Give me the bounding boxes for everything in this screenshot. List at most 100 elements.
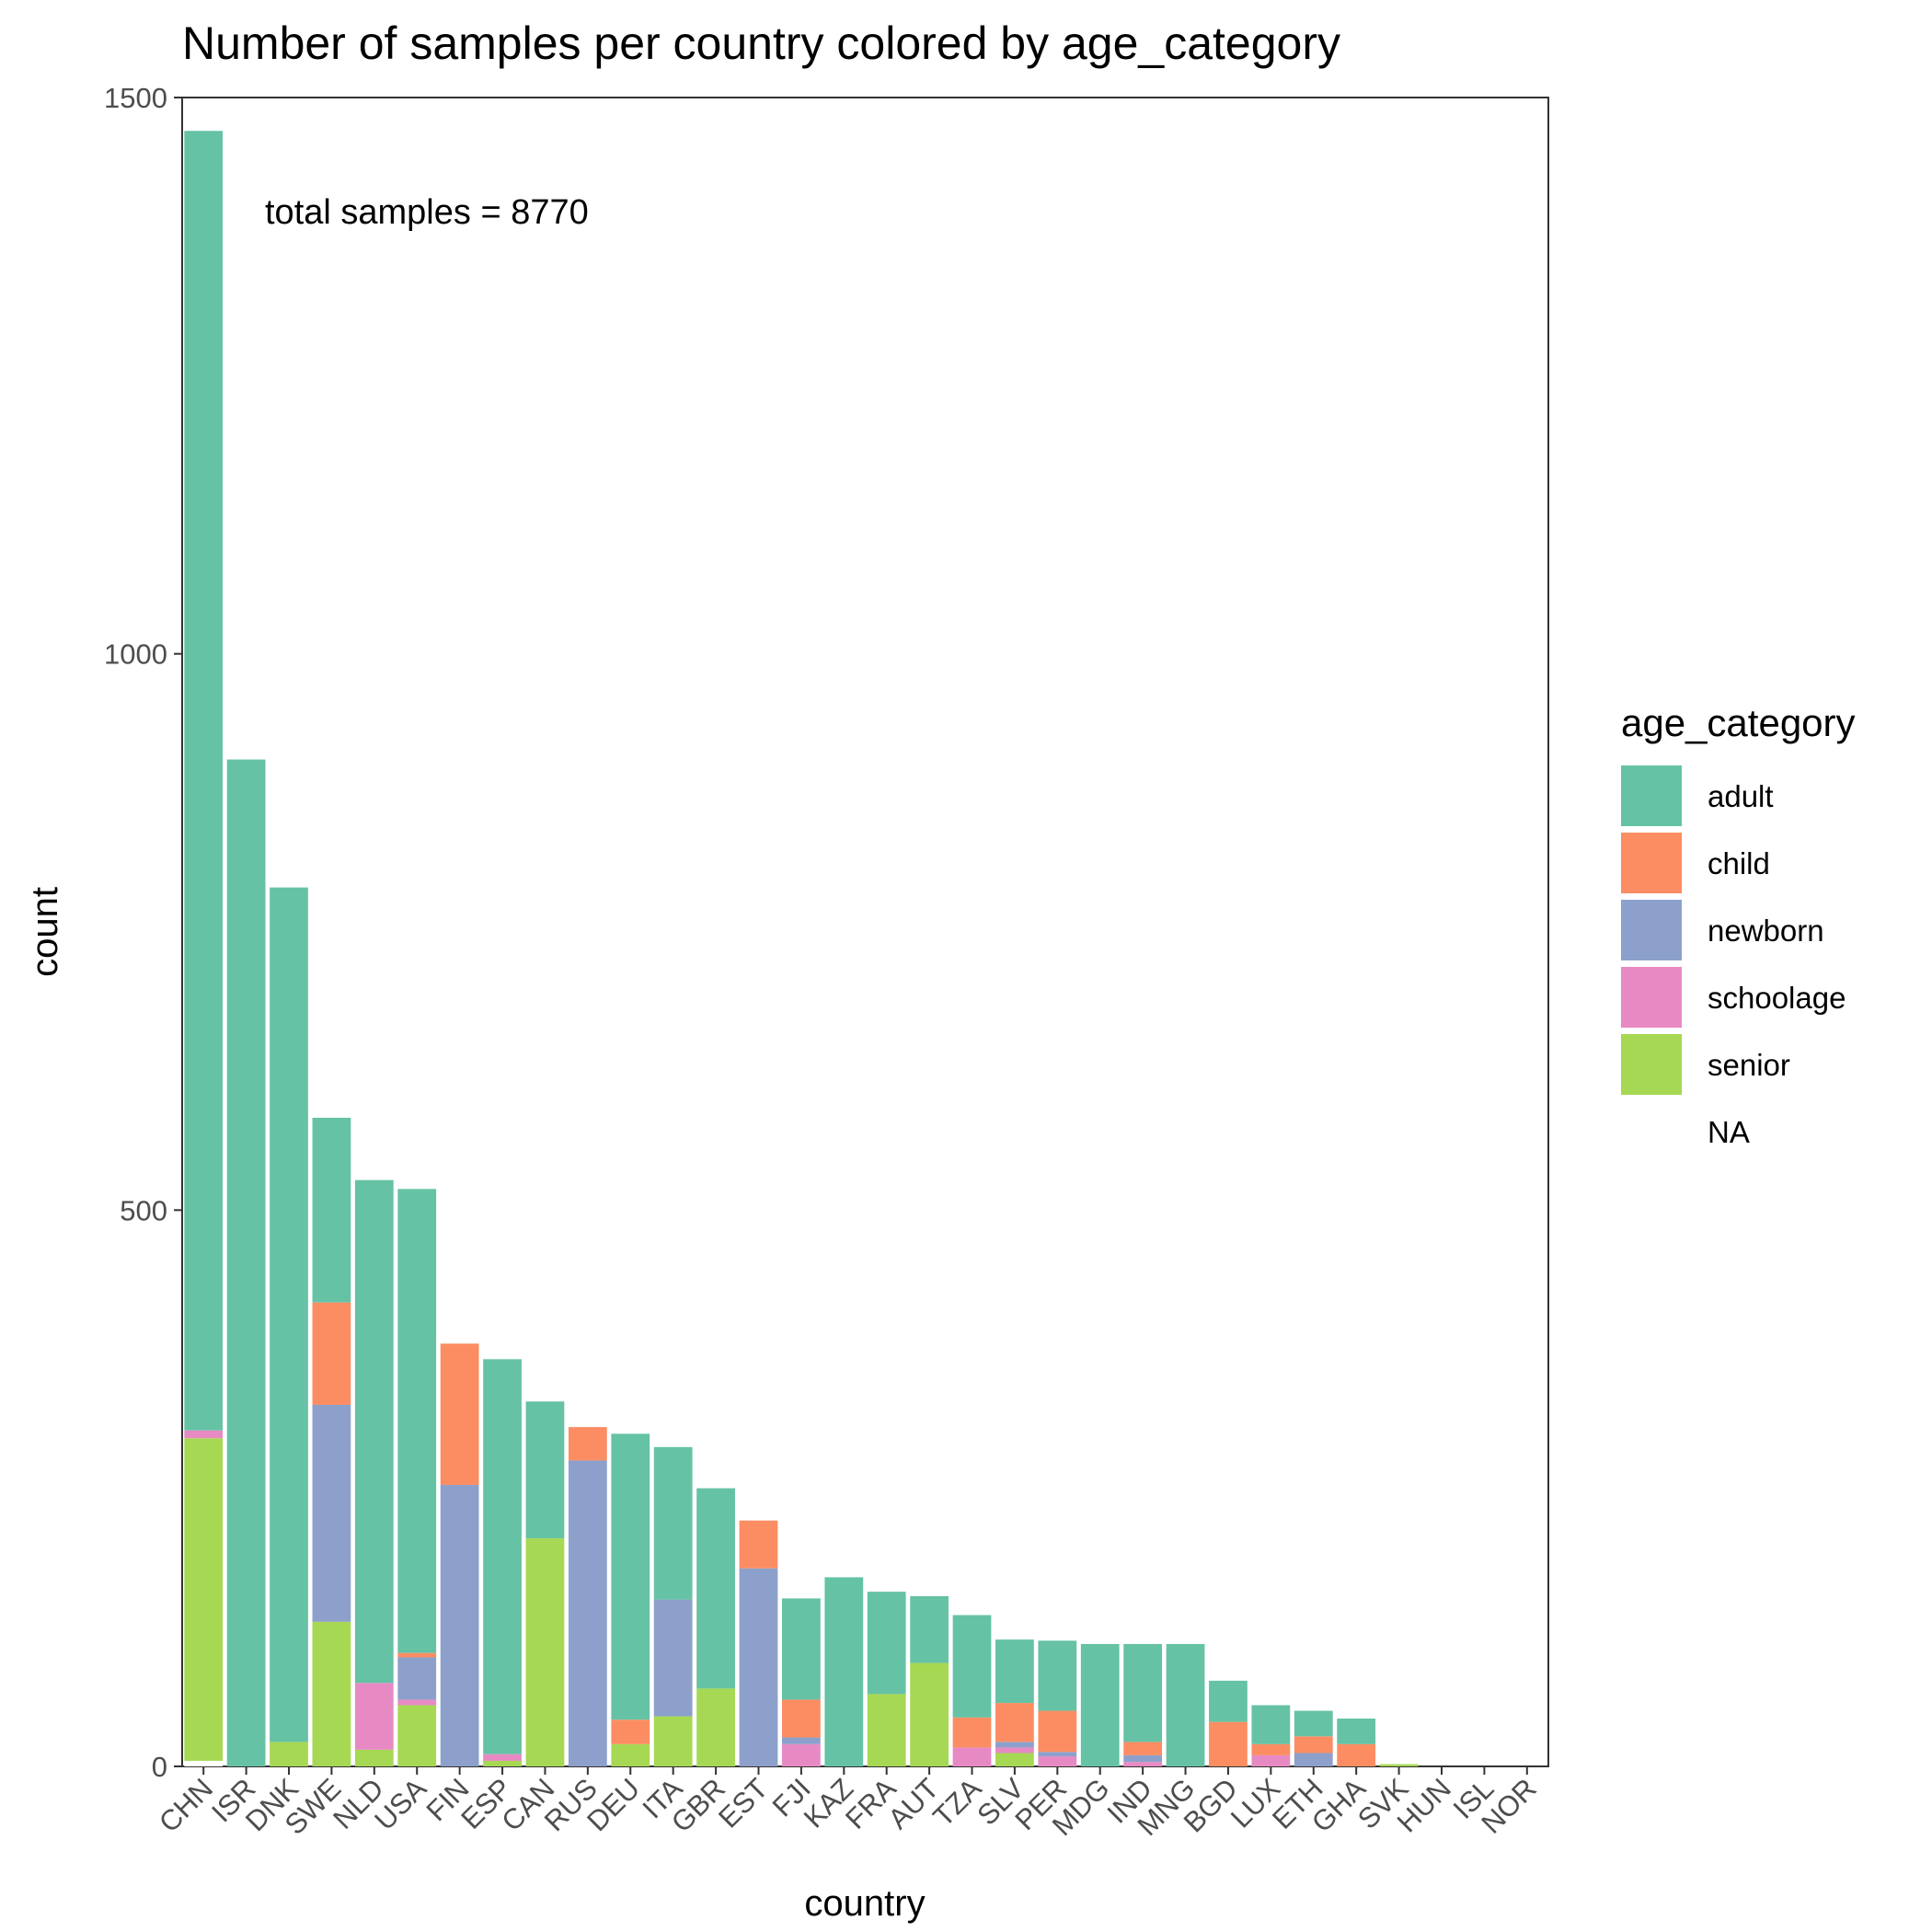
- bar-segment-esp-adult: [483, 1359, 522, 1754]
- bar-segment-svk-senior: [1379, 1764, 1419, 1766]
- legend-title: age_category: [1621, 701, 1856, 744]
- y-axis-title: count: [25, 887, 65, 977]
- legend-label-schoolage: schoolage: [1708, 981, 1846, 1015]
- bar-segment-swe-child: [312, 1302, 351, 1405]
- y-tick-label: 1500: [104, 82, 167, 114]
- bar-segment-ita-newborn: [653, 1599, 693, 1717]
- bar-segment-gbr-adult: [696, 1488, 735, 1689]
- x-tick-label-est: EST: [712, 1772, 774, 1834]
- legend-key-na: [1621, 1101, 1682, 1162]
- bar-segment-tza-schoolage: [952, 1747, 992, 1766]
- bar-segment-gha-child: [1337, 1743, 1376, 1766]
- legend-label-child: child: [1708, 846, 1770, 880]
- legend-key-newborn: [1621, 900, 1682, 960]
- bar-segment-mng-adult: [1166, 1643, 1205, 1766]
- bar-segment-slv-newborn: [995, 1742, 1034, 1748]
- bar-segment-slv-senior: [995, 1753, 1034, 1766]
- bar-segment-slv-adult: [995, 1639, 1034, 1704]
- bar-segment-can-adult: [525, 1401, 565, 1539]
- bar-segment-tza-child: [952, 1717, 992, 1748]
- bar-segment-chn-adult: [184, 131, 224, 1431]
- bar-segment-ita-senior: [653, 1716, 693, 1766]
- legend-key-child: [1621, 833, 1682, 893]
- bar-segment-swe-newborn: [312, 1404, 351, 1622]
- bar-segment-nld-senior: [354, 1749, 394, 1766]
- bar-segment-swe-senior: [312, 1621, 351, 1766]
- bar-segment-kaz-adult: [824, 1577, 864, 1766]
- bar-segment-bgd-adult: [1209, 1680, 1248, 1722]
- bar-segment-usa-senior: [397, 1705, 437, 1766]
- bar-segment-aut-senior: [910, 1662, 949, 1766]
- bar-segment-deu-child: [611, 1719, 650, 1744]
- bar-segment-usa-schoolage: [397, 1699, 437, 1706]
- y-axis: 0 500 1000 1500: [104, 82, 182, 1783]
- y-tick-label: 1000: [104, 638, 167, 671]
- bar-segment-ind-schoolage: [1123, 1762, 1163, 1766]
- bar-segment-fra-senior: [867, 1694, 906, 1766]
- bar-segment-tza-adult: [952, 1615, 992, 1718]
- bar-segment-gha-adult: [1337, 1718, 1376, 1744]
- bar-segment-lux-child: [1251, 1743, 1291, 1755]
- bars-layer: [184, 131, 1419, 1766]
- chart-title: Number of samples per country colored by…: [182, 17, 1340, 69]
- bar-segment-dnk-adult: [270, 887, 308, 1742]
- y-tick-label: 500: [120, 1194, 167, 1226]
- bar-segment-usa-adult: [397, 1189, 437, 1653]
- bar-segment-per-schoolage: [1038, 1756, 1077, 1766]
- x-axis-title: country: [804, 1883, 925, 1924]
- bar-segment-slv-schoolage: [995, 1747, 1034, 1754]
- bar-segment-fji-schoolage: [782, 1743, 821, 1766]
- bar-segment-eth-newborn: [1294, 1753, 1333, 1766]
- bar-segment-eth-adult: [1294, 1710, 1333, 1737]
- bar-segment-bgd-child: [1209, 1721, 1248, 1766]
- bar-segment-ind-child: [1123, 1742, 1163, 1755]
- bar-segment-chn-senior: [184, 1438, 224, 1761]
- bar-segment-fin-child: [440, 1343, 479, 1486]
- bar-segment-ind-adult: [1123, 1643, 1163, 1742]
- x-tick-label-deu: DEU: [581, 1772, 646, 1837]
- bar-segment-deu-adult: [611, 1433, 650, 1720]
- bar-segment-chn-schoolage: [184, 1430, 224, 1439]
- bar-segment-usa-child: [397, 1652, 437, 1658]
- bar-segment-esp-schoolage: [483, 1754, 522, 1761]
- bar-segment-per-adult: [1038, 1640, 1077, 1711]
- bar-segment-gbr-senior: [696, 1688, 735, 1766]
- bar-segment-fra-adult: [867, 1592, 906, 1695]
- y-tick-label: 0: [152, 1751, 167, 1783]
- legend-label-adult: adult: [1708, 779, 1774, 813]
- legend-key-schoolage: [1621, 967, 1682, 1028]
- legend-label-na: NA: [1708, 1115, 1750, 1149]
- bar-segment-can-senior: [525, 1538, 565, 1766]
- legend-key-senior: [1621, 1034, 1682, 1095]
- legend: age_category adult child newborn schoolage s…: [1621, 701, 1856, 1162]
- legend-key-adult: [1621, 765, 1682, 826]
- bar-segment-fji-child: [782, 1699, 821, 1738]
- annotation-total-samples: total samples = 8770: [265, 193, 589, 232]
- legend-label-newborn: newborn: [1708, 914, 1824, 948]
- bar-segment-rus-child: [568, 1427, 607, 1461]
- bar-segment-per-newborn: [1038, 1752, 1077, 1757]
- bar-segment-est-newborn: [739, 1568, 778, 1766]
- bar-segment-est-child: [739, 1520, 778, 1569]
- bar-segment-usa-newborn: [397, 1657, 437, 1700]
- bar-segment-nld-adult: [354, 1179, 394, 1684]
- bar-segment-ind-newborn: [1123, 1754, 1163, 1763]
- bar-segment-slv-child: [995, 1703, 1034, 1742]
- bar-segment-esp-senior: [483, 1760, 522, 1766]
- bar-segment-lux-schoolage: [1251, 1754, 1291, 1766]
- bar-segment-fji-newborn: [782, 1737, 821, 1744]
- x-axis: CHNISRDNKSWENLDUSAFINESPCANRUSDEUITAGBRE…: [153, 1766, 1543, 1842]
- bar-segment-fji-adult: [782, 1598, 821, 1700]
- bar-segment-ita-adult: [653, 1446, 693, 1600]
- bar-segment-per-child: [1038, 1710, 1077, 1753]
- bar-segment-isr-adult: [226, 759, 266, 1766]
- bar-segment-mdg-adult: [1080, 1643, 1120, 1766]
- bar-segment-dnk-senior: [270, 1742, 308, 1766]
- bar-segment-nld-schoolage: [354, 1683, 394, 1750]
- bar-segment-deu-senior: [611, 1743, 650, 1766]
- bar-segment-fin-newborn: [440, 1485, 479, 1766]
- bar-segment-eth-child: [1294, 1736, 1333, 1754]
- bar-segment-rus-newborn: [568, 1460, 607, 1766]
- bar-segment-lux-adult: [1251, 1705, 1291, 1744]
